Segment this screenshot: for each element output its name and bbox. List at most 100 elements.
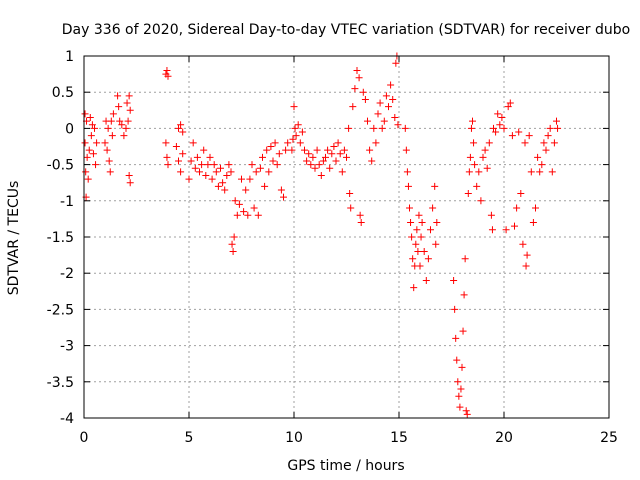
- data-point: [204, 161, 212, 169]
- data-point: [412, 240, 420, 248]
- data-point: [91, 124, 98, 132]
- data-point: [452, 334, 460, 342]
- data-point: [296, 139, 304, 147]
- data-point: [191, 164, 199, 172]
- x-axis-label: GPS time / hours: [287, 458, 404, 474]
- data-point: [454, 378, 462, 386]
- data-point: [282, 146, 290, 154]
- data-point: [164, 72, 172, 80]
- data-point: [374, 110, 382, 118]
- data-point: [177, 168, 185, 176]
- y-axis-label: SDTVAR / TECUs: [6, 181, 22, 296]
- data-point: [219, 179, 227, 187]
- data-point: [457, 385, 465, 393]
- data-point: [114, 92, 122, 100]
- data-point: [336, 150, 344, 158]
- data-point: [473, 182, 481, 190]
- data-point: [532, 204, 539, 212]
- data-point: [233, 211, 241, 219]
- data-point: [364, 117, 371, 125]
- data-point: [185, 175, 193, 183]
- data-point: [280, 193, 287, 201]
- data-point: [475, 168, 483, 176]
- data-point: [415, 211, 423, 219]
- data-point: [490, 124, 497, 132]
- data-point: [298, 128, 306, 136]
- data-point: [467, 124, 475, 132]
- data-point: [519, 240, 527, 248]
- y-tick-label: 1: [65, 49, 74, 65]
- data-point: [508, 132, 516, 140]
- data-point: [409, 255, 417, 263]
- data-point: [261, 182, 269, 190]
- y-tick-label: 0.5: [52, 85, 74, 101]
- data-point: [463, 410, 471, 418]
- data-point: [432, 240, 440, 248]
- y-tick-label: -4: [60, 411, 74, 427]
- x-tick-label: 15: [390, 430, 408, 446]
- data-point: [107, 117, 115, 125]
- data-point: [372, 139, 380, 147]
- data-point: [328, 150, 336, 158]
- data-point: [345, 124, 353, 132]
- data-point: [465, 168, 473, 176]
- data-point: [246, 175, 254, 183]
- axis-ticks: 0 5 10 15 20 25 1 0.5 0 -0.5 -1 -1.5 -2 -2.5 -3 -3.5 -4: [47, 49, 618, 446]
- data-point: [179, 128, 187, 136]
- data-point: [536, 168, 544, 176]
- x-tick-label: 25: [600, 430, 618, 446]
- data-point: [291, 124, 299, 132]
- data-point: [292, 132, 300, 140]
- data-point: [240, 208, 248, 216]
- data-point: [453, 356, 461, 364]
- data-point: [356, 211, 364, 219]
- data-point: [104, 124, 112, 132]
- data-point: [206, 153, 214, 161]
- data-point: [265, 168, 273, 176]
- data-point: [380, 117, 388, 125]
- data-point: [123, 99, 131, 107]
- data-point: [391, 114, 399, 122]
- data-point: [103, 146, 111, 154]
- data-point: [313, 146, 321, 154]
- data-point: [538, 161, 546, 169]
- y-tick-label: -2: [60, 266, 74, 282]
- data-point: [198, 161, 206, 169]
- data-point: [346, 190, 354, 198]
- data-point: [351, 85, 359, 93]
- data-point: [366, 146, 374, 154]
- data-point: [164, 161, 172, 169]
- data-point: [378, 124, 386, 132]
- data-point: [120, 132, 128, 140]
- data-point: [252, 168, 260, 176]
- data-point: [542, 146, 550, 154]
- data-point: [305, 150, 313, 158]
- data-point: [416, 262, 424, 270]
- data-point: [431, 182, 439, 190]
- data-point: [466, 153, 474, 161]
- data-points: [81, 52, 562, 418]
- data-point: [317, 171, 325, 179]
- data-point: [212, 168, 220, 176]
- data-point: [338, 168, 346, 176]
- data-point: [175, 124, 182, 132]
- data-point: [254, 211, 262, 219]
- data-point: [455, 392, 463, 400]
- data-point: [414, 247, 422, 255]
- data-point: [546, 124, 554, 132]
- data-point: [242, 186, 250, 194]
- data-point: [406, 204, 413, 212]
- data-point: [404, 182, 412, 190]
- data-point: [511, 222, 518, 230]
- data-point: [496, 121, 504, 129]
- data-point: [433, 219, 441, 227]
- data-point: [349, 103, 357, 111]
- y-tick-label: -0.5: [47, 158, 74, 174]
- data-point: [462, 407, 470, 415]
- data-point: [347, 204, 355, 212]
- data-point: [322, 153, 329, 161]
- x-tick-label: 5: [185, 430, 194, 446]
- data-point: [81, 110, 89, 118]
- data-point: [187, 157, 195, 165]
- data-point: [517, 190, 525, 198]
